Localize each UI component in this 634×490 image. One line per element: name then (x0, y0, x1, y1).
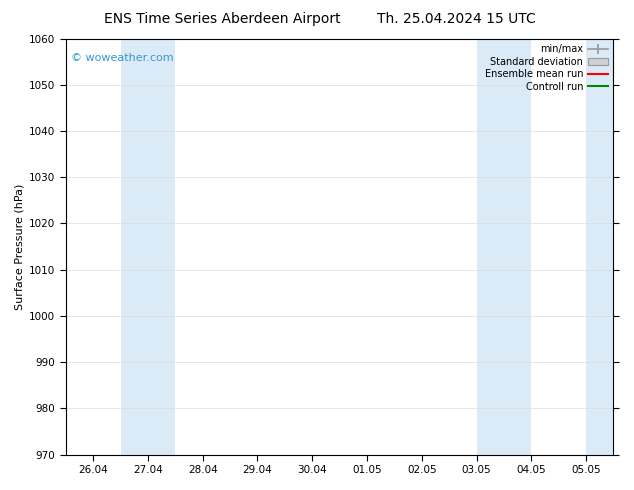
Legend: min/max, Standard deviation, Ensemble mean run, Controll run: min/max, Standard deviation, Ensemble me… (482, 42, 611, 95)
Bar (120, 39, 148, 455)
Bar (148, 39, 176, 455)
Y-axis label: Surface Pressure (hPa): Surface Pressure (hPa) (15, 183, 25, 310)
Bar (477, 39, 504, 455)
Bar (504, 39, 531, 455)
Bar (586, 39, 614, 455)
Text: © woweather.com: © woweather.com (71, 53, 174, 63)
Text: ENS Time Series Aberdeen Airport: ENS Time Series Aberdeen Airport (103, 12, 340, 26)
Text: Th. 25.04.2024 15 UTC: Th. 25.04.2024 15 UTC (377, 12, 536, 26)
